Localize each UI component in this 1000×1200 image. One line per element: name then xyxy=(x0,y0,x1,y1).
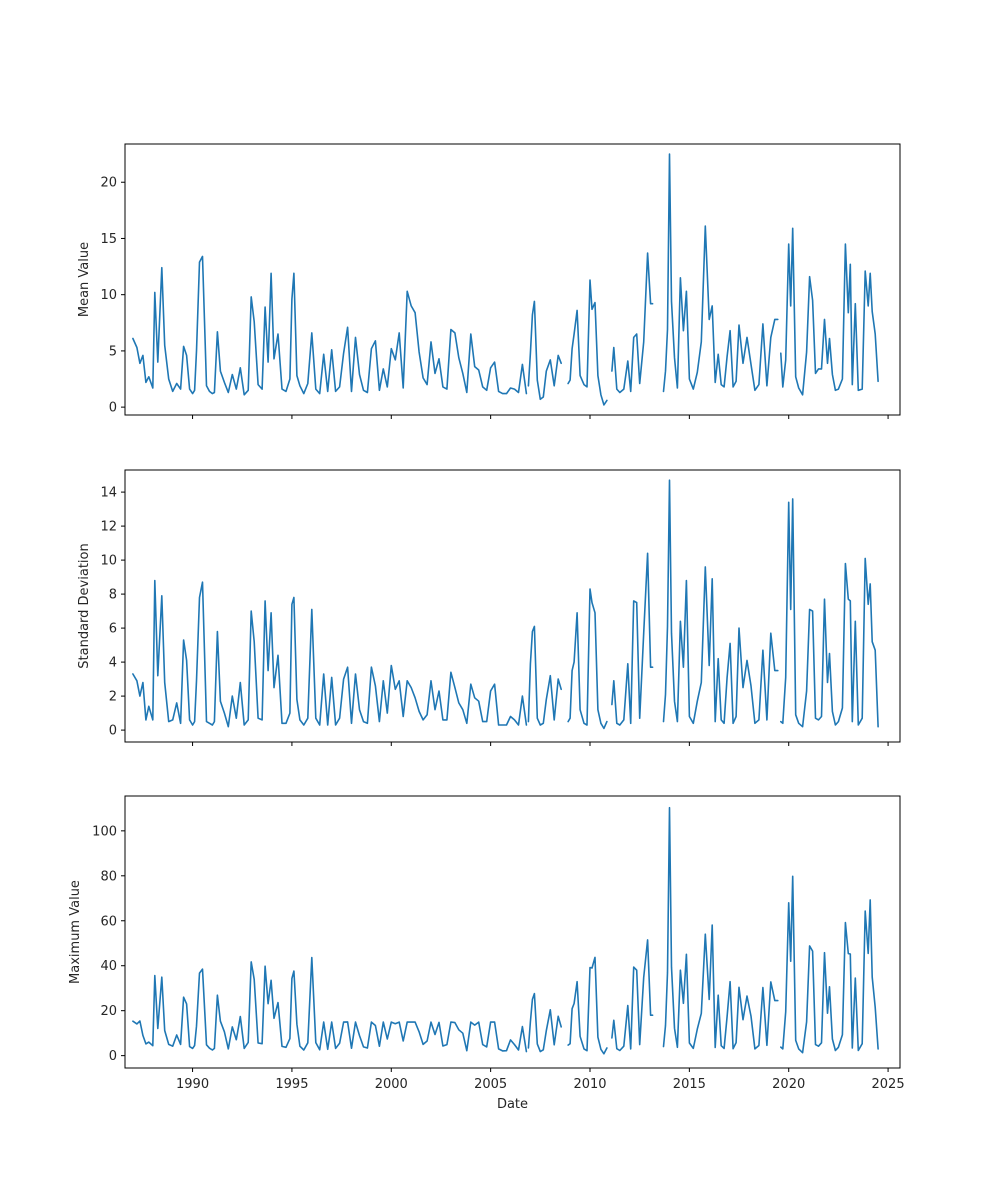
standard-deviation-y-tick-label: 10 xyxy=(100,554,117,569)
standard-deviation-y-tick-label: 8 xyxy=(109,588,117,603)
standard-deviation-y-axis-label: Standard Deviation xyxy=(77,543,92,668)
standard-deviation-x-ticks xyxy=(192,742,889,746)
maximum-value-y-tick-label: 80 xyxy=(100,869,117,884)
date-x-axis-label: Date xyxy=(497,1097,528,1112)
mean-value-y-tick-label: 0 xyxy=(109,401,117,416)
maximum-value-x-tick-label: 2025 xyxy=(872,1077,905,1092)
mean-value-series xyxy=(132,153,879,406)
maximum-value-axes-frame xyxy=(124,795,901,1069)
maximum-value-line-segment xyxy=(611,939,654,1052)
standard-deviation-axes-frame xyxy=(124,469,901,743)
mean-value-x-ticks xyxy=(192,415,889,419)
standard-deviation-line-segment xyxy=(567,588,608,730)
mean-value-line-segment xyxy=(611,252,654,394)
standard-deviation-line-segment xyxy=(132,579,528,728)
maximum-value-y-tick-label: 20 xyxy=(100,1004,117,1019)
maximum-value-y-tick-label: 100 xyxy=(92,824,117,839)
mean-value-axes-frame xyxy=(124,143,901,416)
maximum-value-y-axis-label: Maximum Value xyxy=(68,880,83,984)
mean-value-line-segment xyxy=(567,279,608,406)
maximum-value-x-tick-label: 2020 xyxy=(772,1077,805,1092)
maximum-value-x-tick-label: 1990 xyxy=(176,1077,209,1092)
mean-value-y-axis-label: Mean Value xyxy=(77,242,92,317)
maximum-value-x-tick-label: 2010 xyxy=(573,1077,606,1092)
maximum-value-line-segment xyxy=(132,956,528,1053)
mean-value-y-ticks: 0 5 10 15 20 xyxy=(100,176,125,416)
maximum-value-y-tick-label: 0 xyxy=(109,1049,117,1064)
mean-value-y-tick-label: 10 xyxy=(100,288,117,303)
mean-value-line-segment xyxy=(779,227,879,396)
standard-deviation-y-tick-label: 2 xyxy=(109,690,117,705)
maximum-value-line-segment xyxy=(567,956,608,1055)
mean-value-line-segment xyxy=(132,255,528,396)
standard-deviation-y-tick-label: 6 xyxy=(109,622,117,637)
mean-value-panel: 0 5 10 15 20 Mean Value xyxy=(77,143,901,419)
standard-deviation-y-tick-label: 12 xyxy=(100,520,117,535)
standard-deviation-y-tick-label: 0 xyxy=(109,724,117,739)
mean-value-y-tick-label: 15 xyxy=(100,232,117,247)
maximum-value-panel: 0 20 40 60 80 100 1990 1995 2000 2005 2010 2015 202… xyxy=(68,795,905,1112)
standard-deviation-line-segment xyxy=(527,625,563,726)
standard-deviation-y-tick-label: 4 xyxy=(109,656,117,671)
standard-deviation-panel: 0 2 4 6 8 10 12 14 Standard Deviation xyxy=(77,469,901,746)
standard-deviation-y-tick-label: 14 xyxy=(100,486,117,501)
standard-deviation-line-segment xyxy=(779,498,879,728)
standard-deviation-y-ticks: 0 2 4 6 8 10 12 14 xyxy=(100,486,125,739)
mean-value-y-tick-label: 5 xyxy=(109,344,117,359)
standard-deviation-line-segment xyxy=(611,552,654,726)
maximum-value-line-segment xyxy=(527,992,563,1053)
mean-value-line-segment xyxy=(527,300,563,401)
maximum-value-x-tick-label: 2015 xyxy=(673,1077,706,1092)
maximum-value-x-tick-label: 1995 xyxy=(275,1077,308,1092)
maximum-value-series xyxy=(132,806,879,1055)
maximum-value-y-tick-label: 40 xyxy=(100,959,117,974)
maximum-value-line-segment xyxy=(779,875,879,1054)
mean-value-line-segment xyxy=(662,153,779,393)
standard-deviation-line-segment xyxy=(662,479,779,725)
maximum-value-x-tick-label: 2000 xyxy=(375,1077,408,1092)
maximum-value-y-ticks: 0 20 40 60 80 100 xyxy=(92,824,125,1064)
standard-deviation-series xyxy=(132,479,879,730)
mean-value-y-tick-label: 20 xyxy=(100,176,117,191)
maximum-value-line-segment xyxy=(662,806,779,1050)
maximum-value-x-ticks: 1990 1995 2000 2005 2010 2015 2020 2025 xyxy=(176,1068,905,1092)
maximum-value-y-tick-label: 60 xyxy=(100,914,117,929)
maximum-value-x-tick-label: 2005 xyxy=(474,1077,507,1092)
